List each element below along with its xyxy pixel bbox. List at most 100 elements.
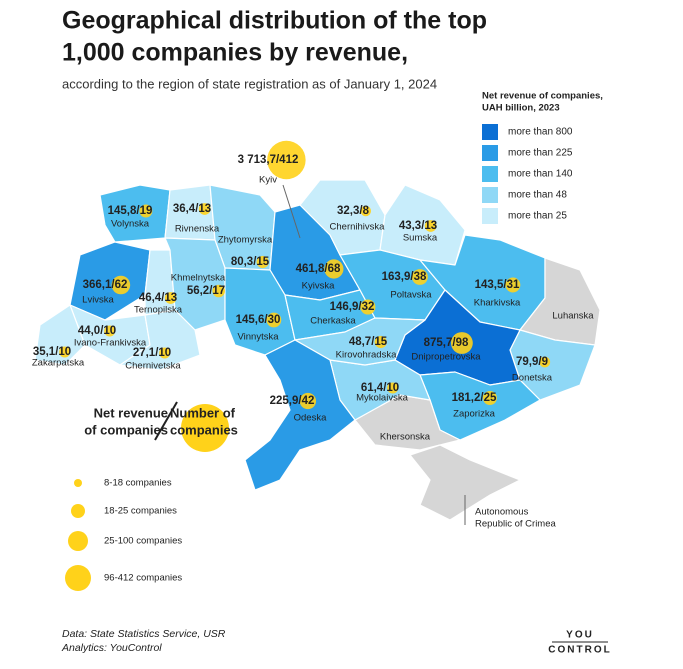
region <box>164 237 226 331</box>
region-name: Kharkivska <box>474 298 521 309</box>
legend-swatch <box>482 187 498 203</box>
region-value: 44,0/10 <box>78 325 116 337</box>
region-value: 143,5/31 <box>475 279 520 291</box>
region-name: Odeska <box>294 413 327 424</box>
company-bubble <box>59 346 71 358</box>
size-legend-bubble <box>71 504 85 518</box>
region-name: Lvivska <box>82 295 114 306</box>
subtitle: according to the region of state registr… <box>62 76 437 91</box>
region-value: 181,2/25 <box>452 392 497 404</box>
legend-swatch <box>482 145 498 161</box>
region-name: Kirovohradska <box>336 350 397 361</box>
legend-label: more than 140 <box>508 169 573 180</box>
region <box>244 339 356 491</box>
key-text: Net revenue <box>94 405 168 420</box>
region-name: Mykolaivska <box>356 393 408 404</box>
region-value: 461,8/68 <box>296 263 341 275</box>
region-name: Rivnenska <box>175 224 220 235</box>
company-bubble <box>539 356 551 368</box>
region-name: Chernivetska <box>125 361 181 372</box>
region-value: 79,9/9 <box>516 356 548 368</box>
company-bubble <box>324 259 344 279</box>
region-value: 56,2/17 <box>187 285 225 297</box>
source: Analytics: YouControl <box>61 642 162 654</box>
size-legend-label: 8-18 companies <box>104 478 172 489</box>
size-legend-bubble <box>65 565 91 591</box>
region-value: 80,3/15 <box>231 256 270 268</box>
legend-swatch <box>482 124 498 140</box>
key-text: Number of <box>170 405 236 420</box>
legend-label: more than 48 <box>508 190 567 201</box>
legend-title: Net revenue of companies, <box>482 91 603 102</box>
title: 1,000 companies by revenue, <box>62 39 408 67</box>
region-name: Vinnytska <box>237 332 279 343</box>
company-bubble <box>159 347 171 359</box>
region-value: 35,1/10 <box>33 346 71 358</box>
region-name: Volynska <box>111 219 150 230</box>
key-text: of companies <box>84 422 168 437</box>
legend-label: more than 25 <box>508 211 567 222</box>
company-bubble <box>111 275 131 295</box>
region-name: Zaporizka <box>453 409 495 420</box>
region-value: 3 713,7/412 <box>238 154 299 166</box>
size-legend-bubble <box>74 479 82 487</box>
region-name: Khersonska <box>380 432 431 443</box>
company-bubble <box>505 277 521 293</box>
region-value: 145,8/19 <box>108 205 153 217</box>
region-value: 146,9/32 <box>330 301 375 313</box>
company-bubble <box>360 299 376 315</box>
region-name: Republic of Crimea <box>475 519 556 530</box>
company-bubble <box>266 312 282 328</box>
region-value: 36,4/13 <box>173 203 211 215</box>
region-value: 225,9/42 <box>270 395 315 407</box>
company-bubble <box>267 140 306 180</box>
region-name: Cherkaska <box>310 316 356 327</box>
region-value: 48,7/15 <box>349 336 388 348</box>
region-value: 27,1/10 <box>133 347 171 359</box>
region <box>409 444 521 521</box>
key-slash <box>154 401 178 441</box>
company-bubble <box>450 332 473 354</box>
region-name: Ternopilska <box>134 305 183 316</box>
region-name: Zakarpatska <box>32 358 85 369</box>
size-legend-label: 25-100 companies <box>104 536 182 547</box>
key-bubble <box>181 404 229 452</box>
size-legend-label: 96-412 companies <box>104 573 182 584</box>
company-bubble <box>374 335 387 349</box>
region-value: 43,3/13 <box>399 220 437 232</box>
region <box>69 241 151 321</box>
company-bubble <box>387 382 399 394</box>
company-bubble <box>164 292 177 304</box>
region-name: Kyiv <box>259 175 277 186</box>
region-value: 46,4/13 <box>139 292 177 304</box>
region-value: 32,3/8 <box>337 205 370 217</box>
company-bubble <box>256 255 269 269</box>
region <box>294 317 426 366</box>
leader <box>282 184 301 239</box>
key-text: companies <box>170 422 238 437</box>
title: Geographical distribution of the top <box>62 7 487 35</box>
region-name: Ivano-Frankivska <box>74 338 147 349</box>
region <box>34 304 86 366</box>
logo: CONTROL <box>548 645 611 656</box>
region-name: Sumska <box>403 233 438 244</box>
region-name: Kyivska <box>302 281 335 292</box>
company-bubble <box>411 269 428 285</box>
region <box>119 309 201 371</box>
legend-label: more than 800 <box>508 127 573 138</box>
region-value: 875,7/98 <box>424 337 469 349</box>
region-name: Luhanska <box>552 311 594 322</box>
company-bubble <box>424 220 437 232</box>
company-bubble <box>360 205 372 217</box>
size-legend-label: 18-25 companies <box>104 506 177 517</box>
company-bubble <box>299 392 317 410</box>
company-bubble <box>198 203 211 215</box>
size-legend-bubble <box>68 531 88 551</box>
region-name: Dnipropetrovska <box>411 352 481 363</box>
company-bubble <box>212 284 225 298</box>
region-value: 61,4/10 <box>361 382 399 394</box>
region-value: 366,1/62 <box>83 279 128 291</box>
region-value: 145,6/30 <box>236 314 281 326</box>
region-value: 163,9/38 <box>382 271 427 283</box>
